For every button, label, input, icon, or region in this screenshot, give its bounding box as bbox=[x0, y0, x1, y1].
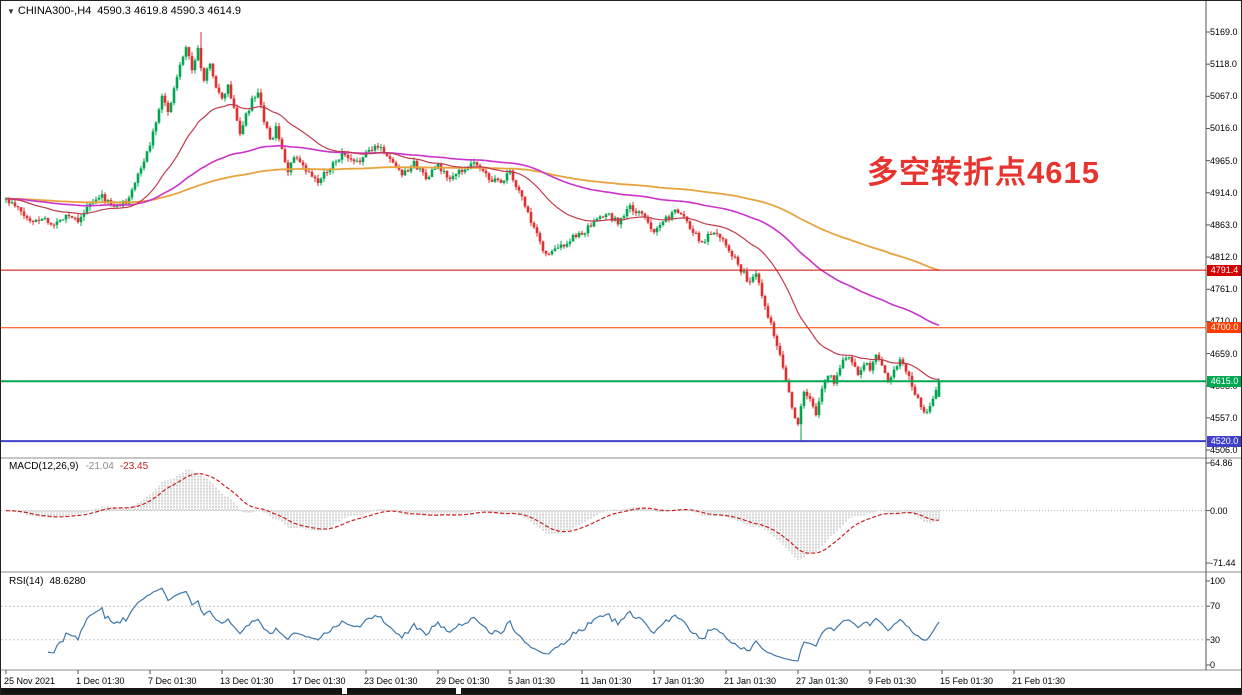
axis-tick-label: 4659.0 bbox=[1210, 349, 1238, 359]
axis-tick-label: 4965.0 bbox=[1210, 156, 1238, 166]
panel-splitter-rsi[interactable] bbox=[1, 570, 1241, 574]
axis-tick-label: 4914.0 bbox=[1210, 188, 1238, 198]
axis-tick-label: 0.00 bbox=[1210, 506, 1228, 516]
axis-tick-label: 100 bbox=[1210, 576, 1226, 586]
axis-tick-label: 5 Jan 01:30 bbox=[508, 676, 556, 686]
annotation-text: 多空转折点4615 bbox=[867, 155, 1100, 190]
axis-tick-label: 5067.0 bbox=[1210, 91, 1238, 101]
axis-tick-label: 21 Jan 01:30 bbox=[724, 676, 777, 686]
price-level-badge: 4700.0 bbox=[1207, 322, 1241, 333]
axis-tick-label: 9 Feb 01:30 bbox=[868, 676, 917, 686]
axis-tick-label: 5118.0 bbox=[1210, 59, 1237, 69]
macd-indicator-label: MACD(12,26,9) -21.04 -23.45 bbox=[9, 461, 148, 472]
price-level-badge: 4520.0 bbox=[1207, 436, 1241, 447]
price-level-badge: 4615.0 bbox=[1207, 376, 1241, 387]
axis-tick-label: 29 Dec 01:30 bbox=[436, 676, 490, 686]
axis-tick-label: 11 Jan 01:30 bbox=[580, 676, 632, 686]
axis-tick-label: 13 Dec 01:30 bbox=[220, 676, 274, 686]
axis-tick-label: 5016.0 bbox=[1210, 123, 1238, 133]
axis-tick-label: 17 Dec 01:30 bbox=[292, 676, 346, 686]
bottom-edge-segment bbox=[461, 688, 1241, 694]
axis-tick-label: 30 bbox=[1210, 635, 1221, 645]
axis-tick-label: 4710.0 bbox=[1210, 316, 1238, 326]
ohlc-readout: 4590.3 4619.8 4590.3 4614.9 bbox=[97, 5, 242, 17]
axis-tick-label: 64.86 bbox=[1210, 458, 1233, 468]
price-level-badge: 4791.4 bbox=[1207, 265, 1241, 276]
chart-header: ▼ CHINA300-,H4 4590.3 4619.8 4590.3 4614.9 bbox=[7, 5, 241, 17]
bottom-edge-segment bbox=[347, 688, 456, 694]
axis-tick-label: 4557.0 bbox=[1210, 413, 1238, 423]
rsi-indicator-label: RSI(14) 48.6280 bbox=[9, 576, 86, 587]
rsi-name: RSI(14) bbox=[9, 576, 44, 587]
macd-name: MACD(12,26,9) bbox=[9, 461, 79, 472]
axis-tick-label: 25 Nov 2021 bbox=[4, 676, 56, 686]
panel-splitter-macd[interactable] bbox=[1, 456, 1241, 460]
axis-tick-label: 27 Jan 01:30 bbox=[796, 676, 849, 686]
axis-tick-label: -71.44 bbox=[1210, 558, 1236, 568]
bottom-edge-segment bbox=[1, 688, 342, 694]
macd-main-value: -21.04 bbox=[85, 461, 114, 472]
symbol-dropdown-icon[interactable]: ▼ bbox=[7, 7, 15, 16]
axis-tick-label: 17 Jan 01:30 bbox=[652, 676, 705, 686]
axis-tick-label: 7 Dec 01:30 bbox=[148, 676, 197, 686]
symbol-timeframe-label: CHINA300-,H4 bbox=[17, 5, 92, 17]
axis-tick-label: 4761.0 bbox=[1210, 284, 1238, 294]
axis-tick-label: 4812.0 bbox=[1210, 252, 1238, 262]
axis-tick-label: 1 Dec 01:30 bbox=[76, 676, 125, 686]
axis-tick-label: 70 bbox=[1210, 601, 1221, 611]
axis-tick-label: 5169.0 bbox=[1210, 27, 1238, 37]
rsi-value: 48.6280 bbox=[49, 576, 86, 587]
axis-tick-label: 15 Feb 01:30 bbox=[940, 676, 994, 686]
axis-tick-label: 0 bbox=[1210, 660, 1216, 670]
axis-tick-label: 4506.0 bbox=[1210, 445, 1238, 455]
axis-tick-label: 21 Feb 01:30 bbox=[1012, 676, 1066, 686]
axis-tick-label: 4863.0 bbox=[1210, 220, 1238, 230]
macd-signal-value: -23.45 bbox=[119, 461, 149, 472]
axis-tick-label: 23 Dec 01:30 bbox=[364, 676, 418, 686]
